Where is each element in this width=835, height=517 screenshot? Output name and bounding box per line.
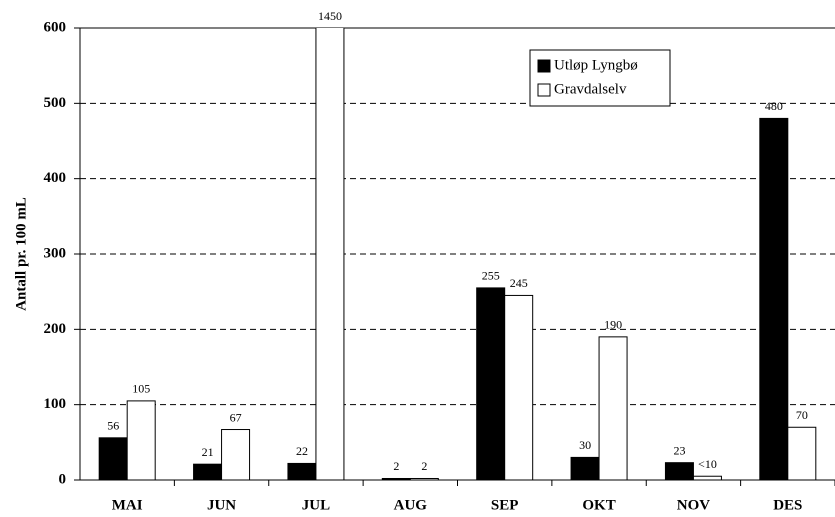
x-tick-label: DES	[773, 497, 802, 513]
legend-label: Utløp Lyngbø	[554, 57, 638, 73]
y-tick-label: 100	[44, 396, 67, 412]
value-label: 30	[579, 438, 591, 452]
bar	[692, 475, 722, 481]
bar	[193, 463, 223, 481]
y-axis-label: Antall pr. 100 mL	[13, 197, 29, 311]
bar	[476, 287, 506, 481]
value-label: 67	[230, 410, 242, 424]
legend-swatch	[537, 83, 551, 97]
legend-box	[529, 49, 671, 107]
value-label: 480	[765, 99, 783, 113]
x-tick-label: SEP	[491, 497, 519, 513]
y-tick-label: 200	[44, 321, 67, 337]
legend-label: Gravdalselv	[554, 81, 627, 97]
y-tick-label: 600	[44, 19, 67, 35]
value-label: <10	[698, 457, 717, 471]
bar	[787, 426, 817, 481]
bars	[98, 28, 817, 481]
value-label: 56	[107, 419, 119, 433]
value-label: 255	[482, 269, 500, 283]
bar	[759, 117, 789, 481]
y-tick-label: 400	[44, 170, 67, 186]
value-label: 245	[510, 276, 528, 290]
value-label: 190	[604, 318, 622, 332]
x-tick-label: MAI	[112, 497, 143, 513]
y-tick-label: 0	[59, 471, 67, 487]
bar	[287, 462, 317, 481]
legend-swatch	[537, 59, 551, 73]
value-label: 2	[393, 459, 399, 473]
x-tick-label: OKT	[582, 497, 615, 513]
value-label: 23	[673, 443, 685, 457]
bar	[598, 336, 628, 481]
bar	[126, 400, 156, 481]
bar	[664, 462, 694, 481]
y-tick-label: 300	[44, 245, 67, 261]
x-tick-label: NOV	[677, 497, 711, 513]
bar	[98, 437, 128, 481]
bar	[315, 28, 345, 481]
x-tick-label: JUN	[207, 497, 236, 513]
value-label: 2	[421, 459, 427, 473]
value-label: 70	[796, 408, 808, 422]
value-label: 22	[296, 444, 308, 458]
bar	[570, 456, 600, 481]
x-tick-label: AUG	[394, 497, 428, 513]
x-tick-label: JUL	[302, 497, 330, 513]
bar	[221, 429, 251, 481]
value-label: 21	[202, 445, 214, 459]
value-label: 1450	[318, 9, 342, 23]
value-label: 105	[132, 382, 150, 396]
bar	[504, 294, 534, 481]
y-tick-label: 500	[44, 95, 67, 111]
